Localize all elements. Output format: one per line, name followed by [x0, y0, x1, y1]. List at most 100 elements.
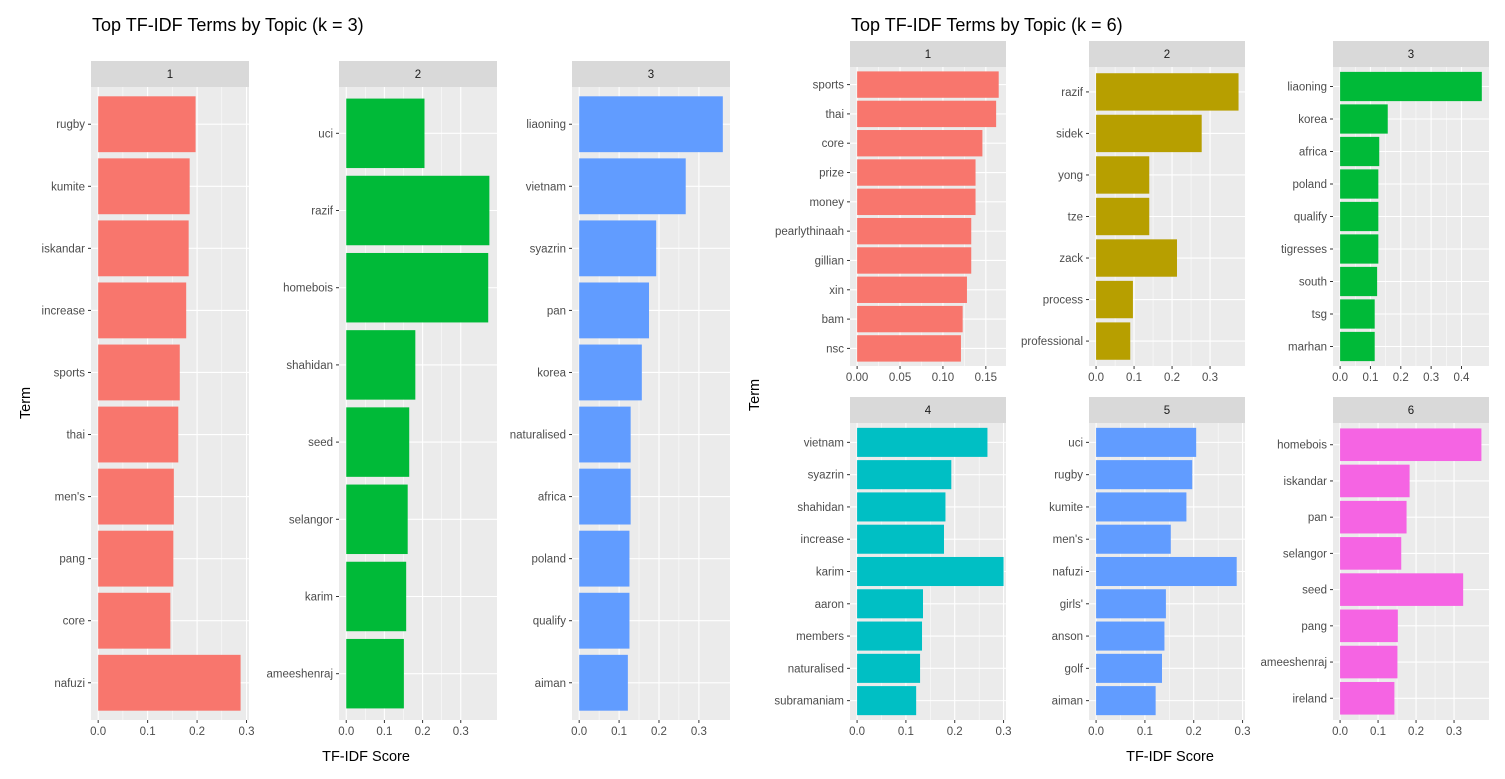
y-tick-label: kumite — [51, 181, 85, 193]
bar — [98, 592, 171, 649]
bar — [98, 344, 180, 401]
y-tick-label: thai — [66, 430, 85, 442]
x-tick-label: 0.1 — [1370, 726, 1386, 738]
y-tick-label: golf — [1064, 663, 1083, 675]
bar — [1340, 681, 1395, 715]
x-tick-label: 0.0 — [1332, 726, 1348, 738]
y-tick-label: nafuzi — [1052, 567, 1083, 579]
bar — [579, 468, 631, 525]
bar — [1096, 460, 1193, 490]
bar — [857, 335, 961, 362]
chart-title: Top TF-IDF Terms by Topic (k = 6) — [851, 15, 1123, 35]
y-tick-label: ameeshenraj — [267, 669, 333, 681]
y-tick-label: increase — [801, 534, 844, 546]
y-axis-label: Term — [747, 379, 763, 411]
y-tick-label: pang — [1301, 621, 1327, 633]
x-tick-label: 0.2 — [947, 726, 963, 738]
y-tick-label: seed — [1302, 585, 1327, 597]
y-tick-label: africa — [1299, 147, 1328, 159]
y-tick-label: iskandar — [1284, 476, 1328, 488]
bar — [346, 175, 490, 246]
x-tick-label: 0.2 — [1164, 372, 1180, 384]
y-tick-label: nafuzi — [54, 678, 85, 690]
y-tick-label: kumite — [1049, 502, 1083, 514]
y-tick-label: men's — [1053, 534, 1084, 546]
y-tick-label: girls' — [1060, 599, 1083, 611]
y-tick-label: tze — [1068, 212, 1083, 224]
y-tick-label: poland — [1292, 179, 1327, 191]
x-tick-label: 0.0 — [1332, 372, 1348, 384]
y-tick-label: shahidan — [797, 502, 844, 514]
facet-strip — [572, 61, 730, 87]
facet-panel-2: 2 0.0 0.1 0.2 0.3 razif sidek yong tze zack proces… — [1021, 41, 1245, 384]
bar — [1096, 280, 1133, 319]
x-tick-label: 0.1 — [1362, 372, 1378, 384]
y-tick-label: tsg — [1312, 309, 1327, 321]
facet-strip-label: 1 — [925, 49, 931, 61]
y-tick-label: pan — [1308, 512, 1327, 524]
facet-panel-2: 2 0.0 0.1 0.2 0.3 uci razif homebois shahidan see… — [267, 61, 497, 738]
y-tick-label: ireland — [1292, 693, 1327, 705]
y-tick-label: vietnam — [804, 437, 844, 449]
y-tick-label: xin — [829, 285, 844, 297]
bar — [98, 468, 174, 525]
bar — [346, 252, 489, 323]
x-tick-label: 0.0 — [338, 726, 354, 738]
y-tick-label: qualify — [1294, 212, 1327, 224]
y-tick-label: syazrin — [530, 243, 566, 255]
x-tick-label: 0.1 — [611, 726, 627, 738]
bar — [857, 556, 1004, 587]
bar — [857, 460, 952, 490]
facet-strip — [1333, 41, 1489, 67]
x-tick-label: 0.3 — [1446, 726, 1462, 738]
bar — [857, 492, 946, 522]
bar — [346, 561, 407, 632]
facet-strip — [1089, 41, 1245, 67]
bar — [98, 220, 189, 277]
bar — [857, 100, 997, 128]
y-tick-label: shahidan — [286, 360, 333, 372]
y-tick-label: pang — [59, 554, 85, 566]
y-tick-label: sports — [54, 367, 86, 379]
bar — [857, 621, 923, 651]
bar — [1340, 573, 1464, 606]
bar — [1096, 621, 1165, 651]
bar — [857, 276, 967, 303]
y-tick-label: homebois — [1277, 440, 1327, 452]
bar — [1096, 653, 1162, 683]
facet-strip-label: 2 — [415, 69, 421, 81]
bar — [579, 96, 723, 153]
x-tick-label: 0.3 — [239, 726, 255, 738]
x-tick-label: 0.15 — [975, 372, 997, 384]
x-tick-label: 0.3 — [453, 726, 469, 738]
bar — [857, 589, 923, 619]
bar — [857, 524, 944, 554]
y-tick-label: karim — [816, 567, 844, 579]
y-axis-label: Term — [18, 387, 34, 419]
y-tick-label: subramaniam — [774, 696, 844, 708]
x-tick-label: 0.2 — [415, 726, 431, 738]
facet-strip — [339, 61, 497, 87]
x-tick-label: 0.1 — [140, 726, 156, 738]
x-tick-label: 0.3 — [1202, 372, 1218, 384]
x-tick-label: 0.2 — [1186, 726, 1202, 738]
y-tick-label: africa — [538, 492, 567, 504]
x-tick-label: 0.10 — [932, 372, 954, 384]
bar — [1340, 234, 1379, 264]
bar — [1340, 201, 1379, 232]
bar — [1340, 331, 1375, 362]
y-tick-label: liaoning — [1287, 82, 1327, 94]
bar — [857, 188, 976, 216]
bar — [1096, 556, 1237, 587]
bar — [1096, 686, 1156, 716]
y-tick-label: korea — [537, 367, 566, 379]
y-tick-label: pan — [547, 305, 566, 317]
bar — [857, 159, 976, 186]
bar — [1340, 169, 1379, 199]
bar — [857, 130, 983, 157]
y-tick-label: members — [796, 631, 844, 643]
facet-strip-label: 4 — [925, 405, 932, 417]
x-tick-label: 0.3 — [996, 726, 1012, 738]
bar — [857, 653, 921, 683]
x-tick-label: 0.1 — [1137, 726, 1153, 738]
